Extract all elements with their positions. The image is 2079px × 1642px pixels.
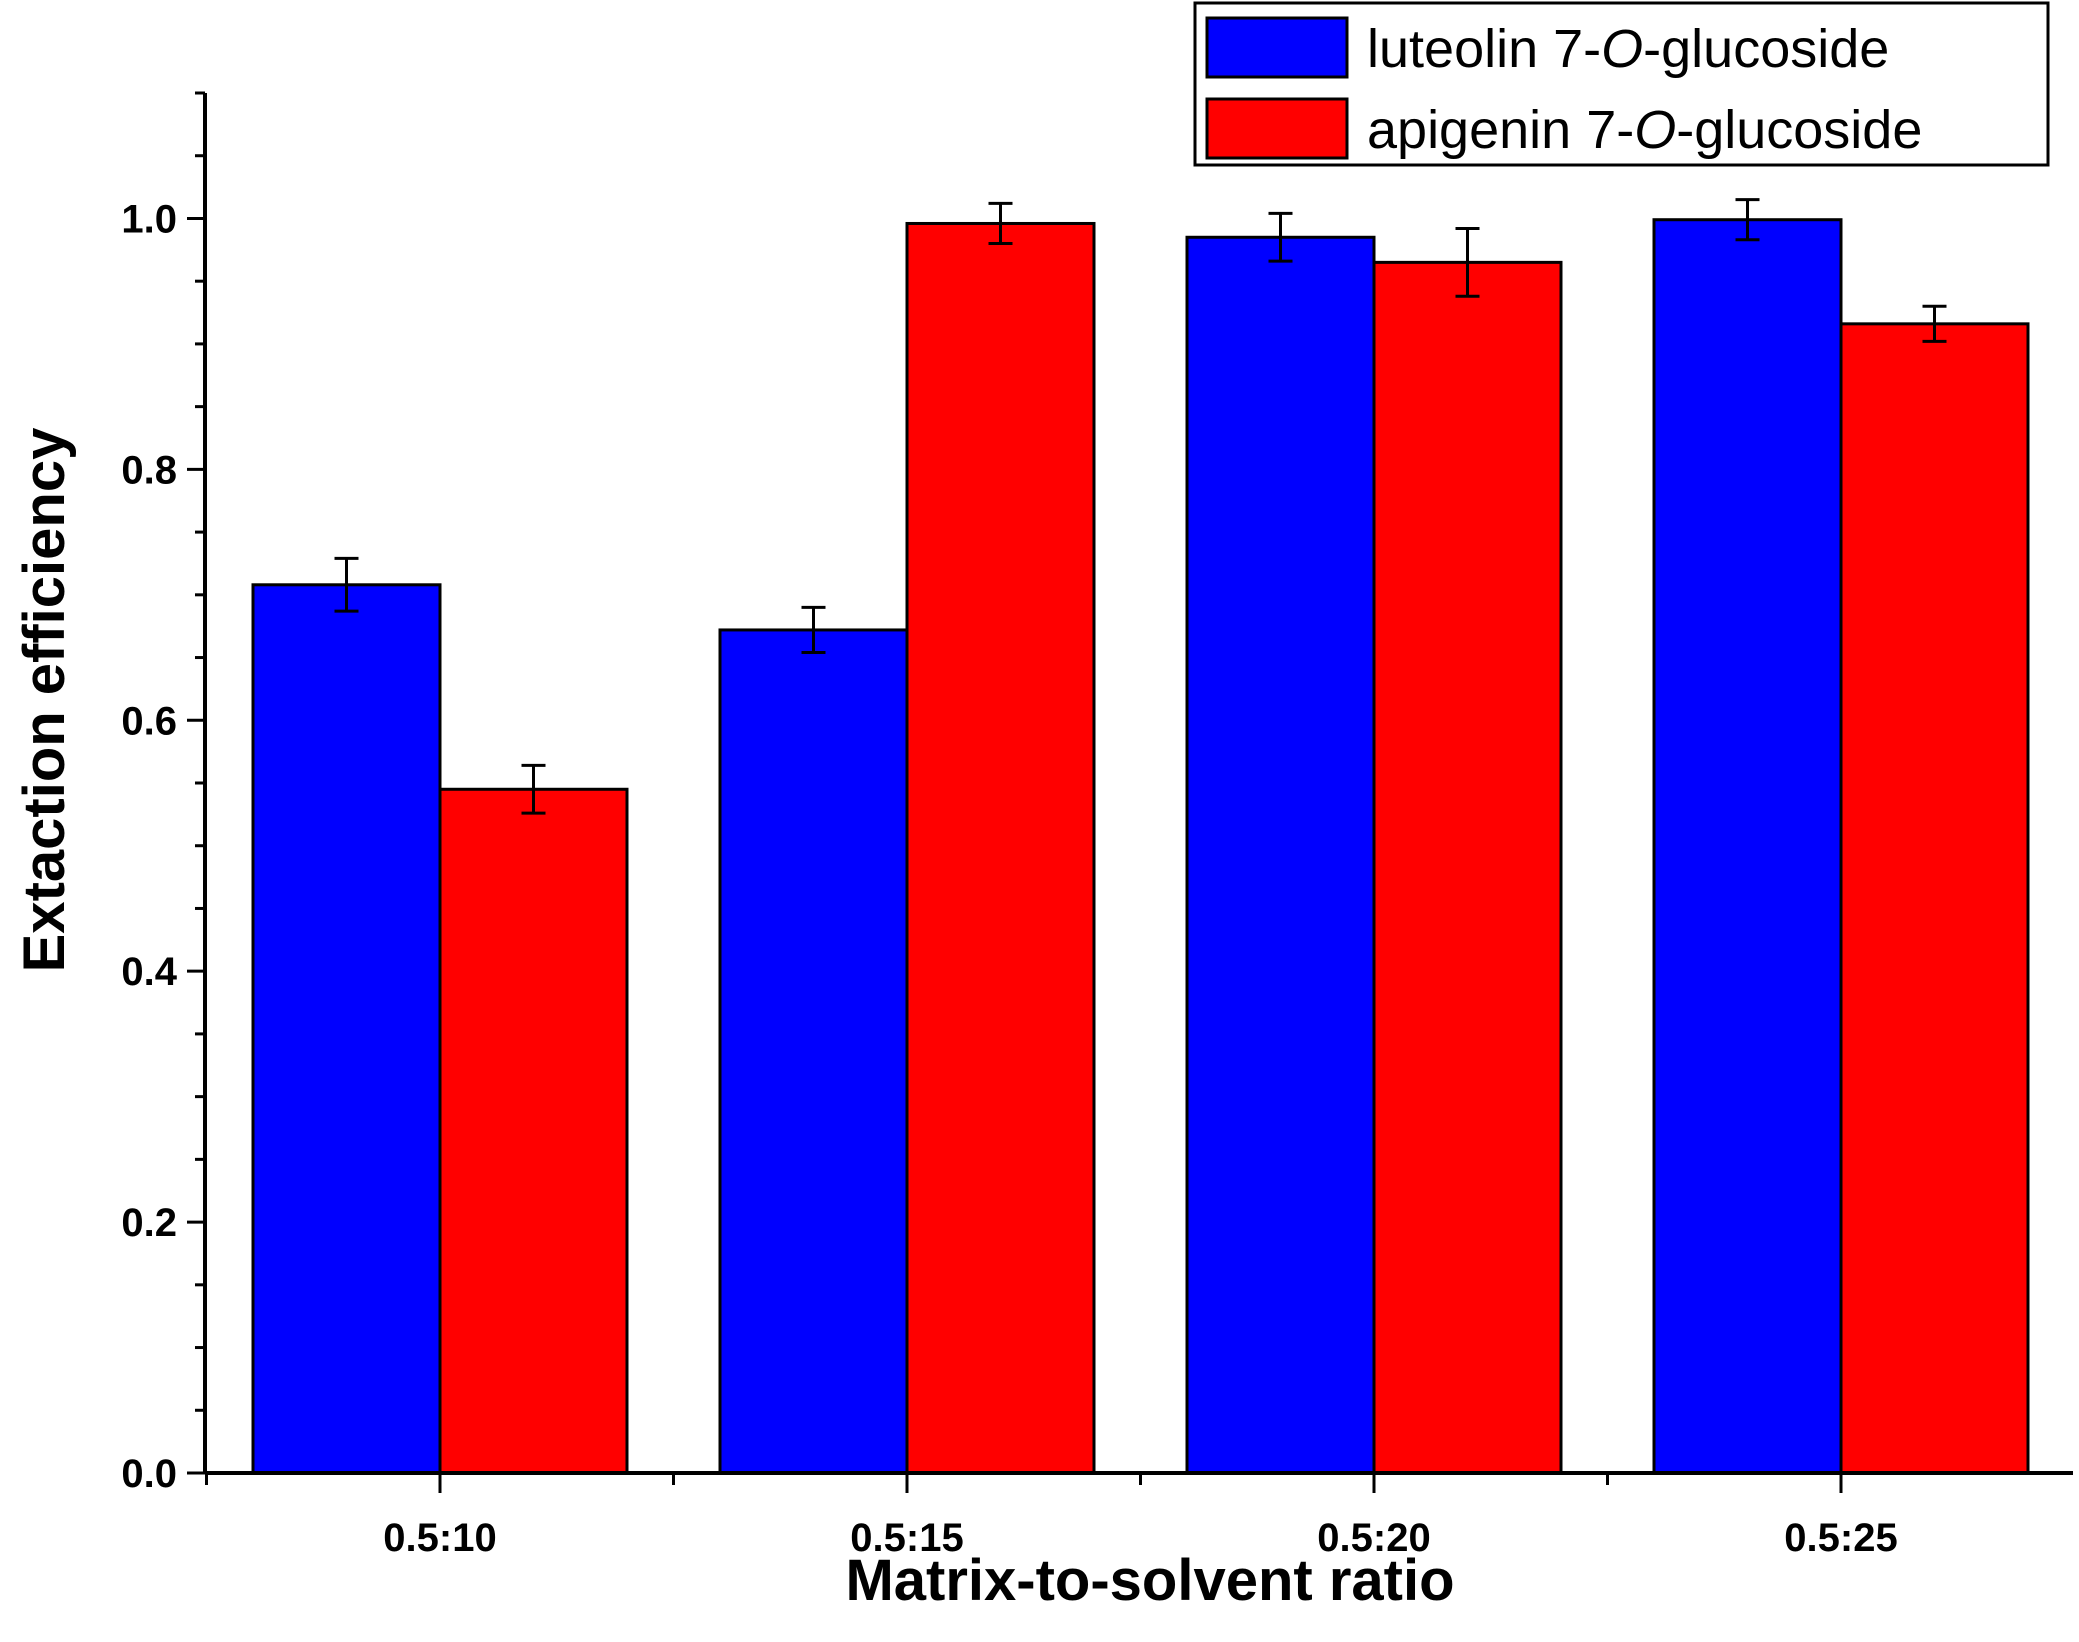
error-bar-luteolin-2	[1268, 211, 1293, 263]
error-bar-luteolin-3	[1735, 198, 1760, 242]
bar-luteolin-1	[718, 628, 909, 1475]
bar-luteolin-3	[1652, 218, 1843, 1475]
bar-apigenin-2	[1372, 260, 1563, 1475]
y-axis-title: Extaction efficiency	[12, 428, 77, 973]
bar-apigenin-3	[1839, 322, 2030, 1475]
y-tick-label: 0.4	[121, 950, 177, 994]
y-tick-label: 0.8	[121, 448, 177, 492]
x-tick-label: 0.5:10	[383, 1516, 496, 1560]
error-bar-apigenin-2	[1455, 226, 1480, 298]
y-tick-label: 1.0	[121, 197, 177, 241]
x-tick-label: 0.5:20	[1317, 1516, 1430, 1560]
y-tick-label: 0.6	[121, 699, 177, 743]
error-bar-apigenin-1	[988, 201, 1013, 246]
legend-swatch-luteolin	[1205, 16, 1349, 79]
y-tick-label: 0.2	[121, 1201, 177, 1245]
bar-luteolin-0	[251, 583, 442, 1475]
error-bar-apigenin-3	[1922, 304, 1947, 343]
x-ticks-layer: 0.5:10 0.5:15 0.5:20 0.5:25	[205, 1473, 1898, 1560]
y-ticks-layer: 0.0 0.2 0.4 0.6 0.8 1.0	[121, 91, 205, 1496]
legend: luteolin 7-O-glucoside apigenin 7-O-gluc…	[1193, 1, 2050, 167]
bars-layer	[251, 218, 2030, 1475]
x-tick-label: 0.5:25	[1784, 1516, 1897, 1560]
x-axis-title: Matrix-to-solvent ratio	[845, 1548, 1454, 1613]
error-bars-layer	[334, 198, 1947, 815]
bar-apigenin-1	[905, 221, 1096, 1475]
legend-label-luteolin: luteolin 7-O-glucoside	[1367, 19, 1889, 79]
error-bar-luteolin-1	[801, 605, 826, 655]
error-bar-apigenin-0	[521, 763, 546, 815]
bar-apigenin-0	[438, 787, 629, 1475]
legend-label-apigenin: apigenin 7-O-glucoside	[1367, 100, 1922, 160]
error-bar-luteolin-0	[334, 556, 359, 613]
legend-swatch-apigenin	[1205, 97, 1349, 160]
bar-luteolin-2	[1185, 235, 1376, 1475]
y-tick-label: 0.0	[121, 1452, 177, 1496]
x-tick-label: 0.5:15	[850, 1516, 963, 1560]
